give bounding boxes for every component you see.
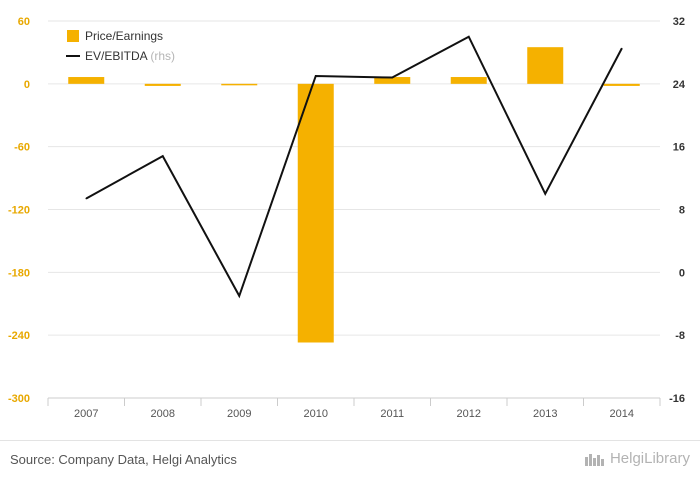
y-left-tick-label: -300	[8, 393, 30, 405]
legend-swatch-price-earnings	[67, 30, 79, 42]
y-right-tick-label: 8	[679, 205, 685, 217]
legend-label-price-earnings: Price/Earnings	[85, 29, 163, 43]
brand-name: HelgiLibrary	[609, 450, 690, 467]
x-tick-label: 2011	[380, 408, 404, 420]
x-tick-label: 2013	[533, 408, 557, 420]
bar	[68, 77, 105, 84]
y-left-tick-label: 0	[24, 79, 30, 91]
source-note: Source: Company Data, Helgi Analytics	[10, 452, 237, 467]
ev-ebitda-line	[85, 35, 623, 299]
brand-logo: HelgiLibrary	[584, 450, 690, 467]
x-tick-label: 2014	[610, 408, 634, 420]
y-right-tick-label: 0	[679, 267, 685, 279]
y-right-tick-label: -16	[669, 393, 685, 405]
y-left-tick-label: -60	[14, 142, 30, 154]
x-tick-label: 2010	[304, 408, 328, 420]
x-tick-label: 2012	[457, 408, 481, 420]
y-left-tick-label: -240	[8, 330, 30, 342]
x-tick-label: 2009	[227, 408, 251, 420]
y-right-tick-label: -8	[675, 330, 685, 342]
y-right-tick-label: 16	[673, 142, 685, 154]
x-tick-label: 2008	[151, 408, 175, 420]
y-left-tick-label: -180	[8, 267, 30, 279]
bar	[297, 83, 334, 343]
line-point	[314, 75, 317, 77]
line-point	[85, 197, 88, 200]
line-point	[467, 35, 470, 38]
line-point	[620, 47, 623, 50]
bar	[527, 47, 564, 84]
line-point	[238, 295, 241, 297]
library-icon	[584, 453, 604, 466]
bar	[144, 83, 181, 86]
y-left-tick-label: -120	[8, 205, 30, 217]
x-tick-label: 2007	[74, 408, 98, 420]
legend-note-rhs: (rhs)	[150, 49, 175, 63]
line-point	[391, 76, 394, 79]
bar	[374, 77, 411, 84]
footer: Source: Company Data, Helgi Analytics He…	[0, 440, 700, 484]
chart-canvas: 60 32 0 24 -60 16 -120 8 -180 0 -240 -8 -300 -16 2007 2…	[8, 16, 686, 420]
line-point	[161, 155, 164, 157]
legend-label-ev-ebitda: EV/EBITDA (rhs)	[85, 49, 175, 63]
bar	[603, 83, 640, 86]
y-right-tick-label: 24	[673, 79, 686, 91]
bar	[221, 83, 258, 86]
y-right-tick-label: 32	[673, 16, 685, 28]
bar	[450, 77, 487, 84]
y-left-tick-label: 60	[18, 16, 30, 28]
line-point	[544, 192, 547, 195]
chart: 60 32 0 24 -60 16 -120 8 -180 0 -240 -8 -300 -16 2007 2…	[8, 16, 686, 420]
